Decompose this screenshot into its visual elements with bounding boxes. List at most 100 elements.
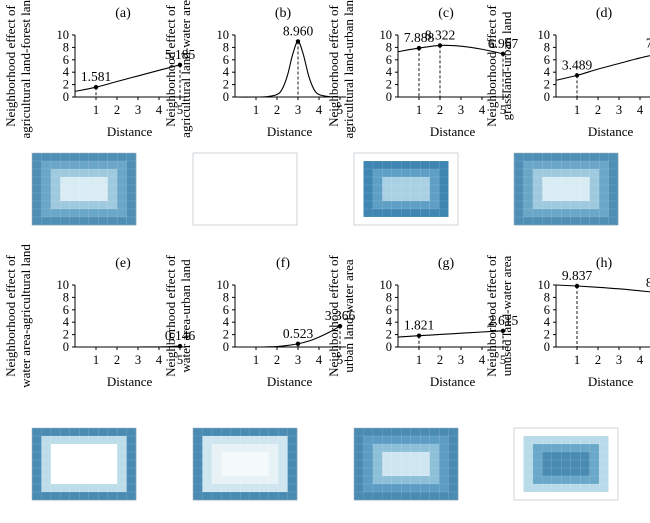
heatmap-cell: [382, 184, 393, 194]
heatmap-cell: [240, 176, 251, 186]
heatmap-cell: [608, 160, 619, 170]
heatmap-cell: [561, 459, 572, 469]
heatmap-cell: [589, 451, 600, 461]
panel-label: (h): [596, 256, 613, 271]
panel-label: (b): [275, 6, 292, 21]
heatmap-cell: [221, 152, 232, 162]
data-label: 0.146: [165, 328, 196, 343]
heatmap-cell: [429, 467, 440, 477]
x-tick-label: 2: [114, 353, 120, 367]
heatmap-cell: [589, 208, 600, 218]
heatmap-cell: [88, 491, 99, 501]
y-axis-label-line: Neighborhood effect of: [163, 254, 178, 376]
y-tick-label: 10: [57, 28, 70, 42]
heatmap-cell: [41, 491, 52, 501]
x-tick-label: 1: [253, 353, 259, 367]
heatmap-cell: [570, 176, 581, 186]
heatmap-cell: [448, 427, 459, 437]
x-tick-label: 3: [295, 353, 301, 367]
heatmap-cell: [277, 216, 288, 226]
heatmap-cell: [202, 451, 213, 461]
heatmap-cell: [98, 168, 109, 178]
heatmap-cell: [88, 451, 99, 461]
heatmap-cell: [31, 491, 42, 501]
heatmap-cell: [551, 491, 562, 501]
heatmap-cell: [598, 176, 609, 186]
y-axis-label-line: grassland-urban land: [499, 11, 514, 120]
heatmap-cell: [88, 184, 99, 194]
heatmap-cell: [561, 208, 572, 218]
heatmap-cell: [60, 475, 71, 485]
heatmap-cell: [60, 176, 71, 186]
heatmap-cell: [221, 435, 232, 445]
heatmap-cell: [79, 467, 90, 477]
heatmap-cell: [50, 176, 61, 186]
heatmap-cell: [60, 200, 71, 210]
heatmap-cell: [50, 152, 61, 162]
heatmap-cell: [401, 216, 412, 226]
heatmap-cell: [50, 475, 61, 485]
heatmap-cell: [107, 160, 118, 170]
y-axis-label-line: agricultural land-urban land: [341, 0, 356, 139]
x-axis-label: Distance: [267, 374, 313, 389]
heatmap-cell: [589, 168, 600, 178]
heatmap-cell: [98, 200, 109, 210]
heatmap-cell: [561, 475, 572, 485]
heatmap-cell: [438, 451, 449, 461]
heatmap-cell: [551, 467, 562, 477]
heatmap-cell: [589, 160, 600, 170]
x-tick-label: 3: [616, 103, 622, 117]
heatmap-cell: [98, 184, 109, 194]
heatmap-cell: [382, 208, 393, 218]
heatmap-cell: [448, 192, 459, 202]
heatmap-cell: [532, 200, 543, 210]
heatmap-cell: [98, 451, 109, 461]
heatmap-cell: [438, 427, 449, 437]
heatmap-border: [31, 427, 137, 501]
heatmap-cell: [382, 467, 393, 477]
heatmap-cell: [211, 491, 222, 501]
heatmap-cell: [107, 176, 118, 186]
y-tick-label: 2: [386, 328, 392, 342]
heatmap-cell: [438, 168, 449, 178]
heatmap-cell: [523, 443, 534, 453]
heatmap-cell: [79, 443, 90, 453]
heatmap-cell: [561, 443, 572, 453]
heatmap-cell: [513, 200, 524, 210]
heatmap-cell: [277, 176, 288, 186]
heatmap-cell: [589, 192, 600, 202]
heatmap-cell: [230, 208, 241, 218]
heatmap-cell: [211, 443, 222, 453]
heatmap-cell: [570, 475, 581, 485]
heatmap-cell: [561, 435, 572, 445]
heatmap-cell: [580, 451, 591, 461]
heatmap-cell: [211, 475, 222, 485]
heatmap-cell: [202, 184, 213, 194]
heatmap-cell: [391, 427, 402, 437]
heatmap-cell: [287, 160, 298, 170]
heatmap-cell: [429, 491, 440, 501]
heatmap-cell: [608, 443, 619, 453]
heatmap-cell: [277, 208, 288, 218]
heatmap-cell: [551, 427, 562, 437]
heatmap-cell: [249, 435, 260, 445]
heatmap-cell: [513, 491, 524, 501]
heatmap-cell: [429, 208, 440, 218]
heatmap-cell: [277, 443, 288, 453]
heatmap-cell: [608, 491, 619, 501]
heatmap-cell: [532, 216, 543, 226]
heatmap-cell: [221, 491, 232, 501]
heatmap-cell: [608, 216, 619, 226]
heatmap-border: [31, 152, 137, 226]
data-point: [500, 51, 506, 57]
heatmap-cell: [126, 160, 137, 170]
heatmap-cell: [438, 483, 449, 493]
heatmap-cell: [353, 192, 364, 202]
heatmap-cell: [202, 475, 213, 485]
heatmap-cell: [448, 152, 459, 162]
heatmap-cell: [116, 192, 127, 202]
heatmap-cell: [372, 200, 383, 210]
heatmap-cell: [116, 200, 127, 210]
heatmap-cell: [221, 451, 232, 461]
heatmap-cell: [410, 451, 421, 461]
